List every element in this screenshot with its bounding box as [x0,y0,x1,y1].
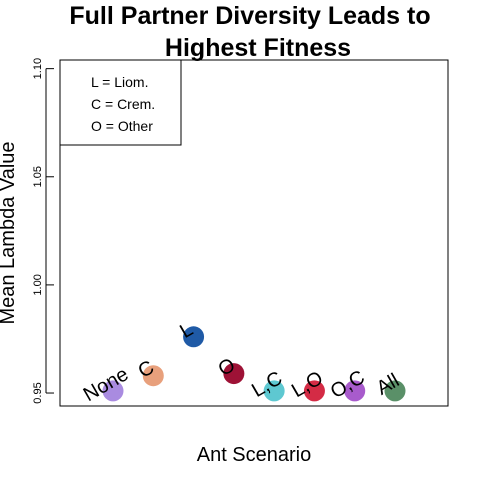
data-point-label: None [80,363,132,406]
y-tick-label: 0.95 [32,382,44,403]
x-axis-title: Ant Scenario [197,444,312,466]
legend-box [59,59,182,146]
data-point [303,380,325,402]
legend-entry-crem: C = Crem. [91,96,155,112]
legend-entry-liom: L = Liom. [91,74,148,90]
data-point [384,380,406,402]
chart-title-line-1: Full Partner Diversity Leads to [69,2,430,30]
y-axis: 0.95 1.00 1.05 1.10 [32,58,54,404]
data-point [344,380,366,402]
data-point [102,380,124,402]
data-point [223,363,245,385]
data-point [142,365,164,387]
data-point [183,326,205,348]
data-point [263,380,285,402]
y-tick-label: 1.10 [32,58,44,79]
data-points: None CLO L,C L,O O,C All [80,318,406,406]
legend: L = Liom. C = Crem. O = Other [59,59,182,146]
y-axis-title: Mean Lambda Value [0,141,19,324]
legend-entry-other: O = Other [91,118,153,134]
y-tick-label: 1.05 [32,166,44,187]
chart-title-line-2: Highest Fitness [165,34,351,62]
y-tick-label: 1.00 [32,274,44,295]
plot-frame [59,59,449,407]
